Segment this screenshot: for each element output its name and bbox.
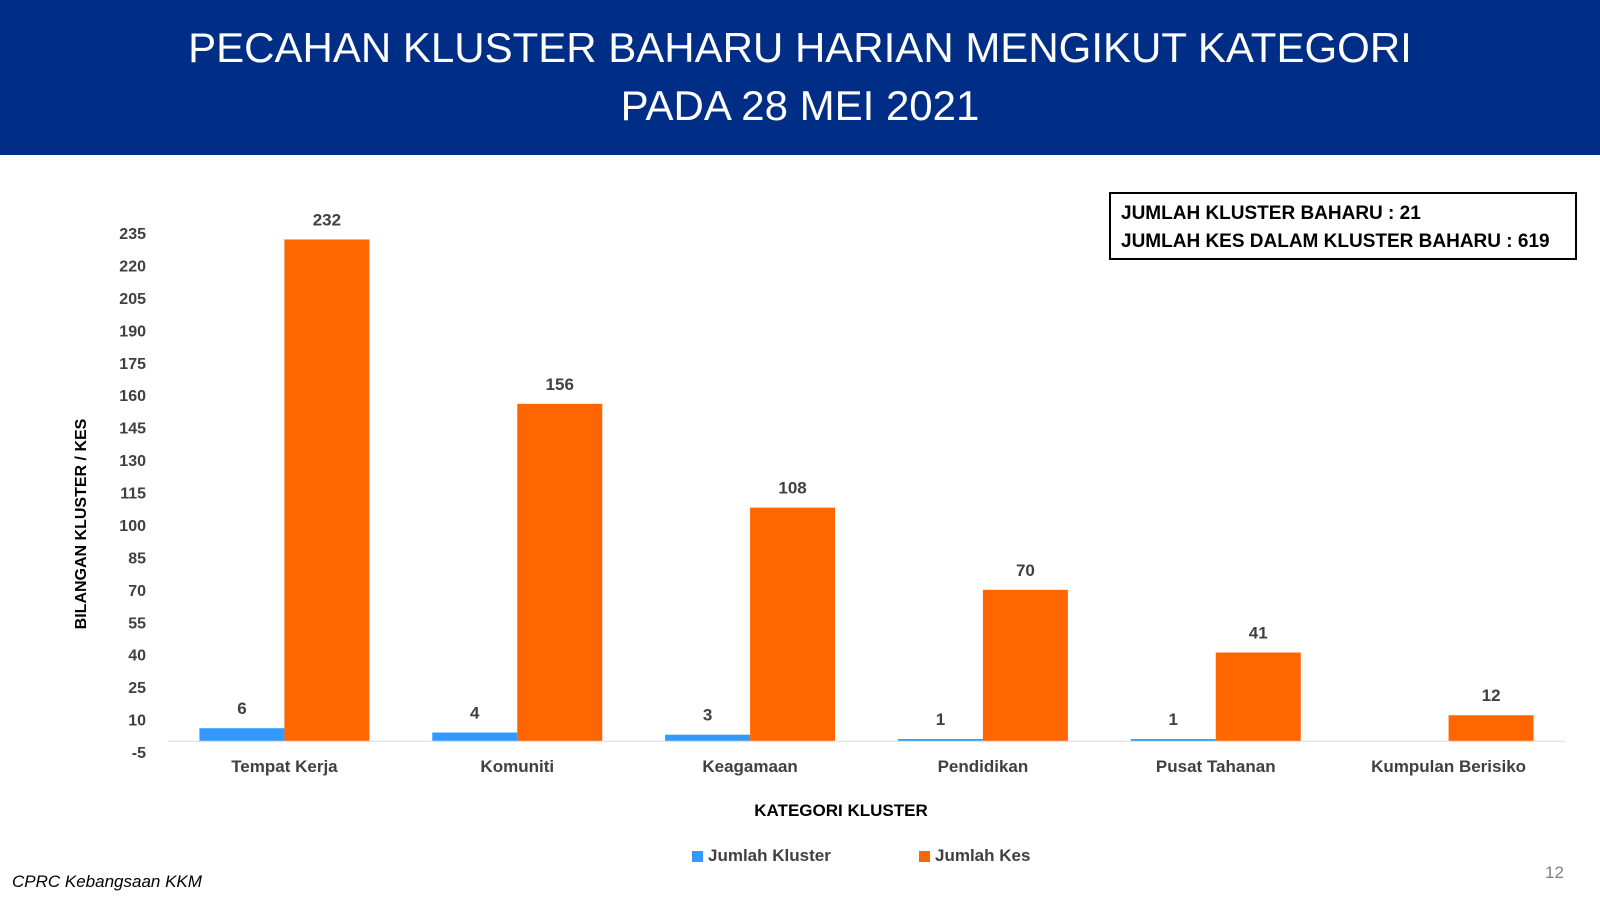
bar-jumlah-kes bbox=[1215, 652, 1301, 742]
bar-jumlah-kes bbox=[982, 589, 1068, 742]
y-tick-label: 220 bbox=[119, 258, 146, 275]
bar-jumlah-kes bbox=[517, 403, 603, 742]
chart-bars bbox=[199, 239, 1534, 742]
y-tick-label: 100 bbox=[119, 518, 146, 535]
bar-data-label: 108 bbox=[778, 479, 806, 498]
bar-jumlah-kluster bbox=[897, 739, 983, 742]
y-tick-label: -5 bbox=[132, 745, 146, 762]
legend-label-kes: Jumlah Kes bbox=[935, 846, 1031, 865]
y-axis-title: BILANGAN KLUSTER / KES bbox=[73, 418, 90, 629]
x-tick-label: Tempat Kerja bbox=[231, 757, 338, 776]
legend-swatch-kluster bbox=[692, 850, 703, 862]
bar-jumlah-kes bbox=[750, 507, 836, 742]
bar-jumlah-kluster bbox=[199, 728, 285, 742]
summary-box: JUMLAH KLUSTER BAHARU : 21 JUMLAH KES DA… bbox=[1109, 192, 1577, 260]
x-tick-label: Komuniti bbox=[480, 757, 554, 776]
legend-swatch-kes bbox=[919, 850, 930, 862]
bar-data-label: 232 bbox=[313, 210, 341, 229]
data-labels: 6 232 4 156 3 108 1 70 1 41 12 bbox=[237, 210, 1500, 729]
y-tick-label: 145 bbox=[119, 421, 146, 438]
y-tick-label: 235 bbox=[119, 226, 146, 243]
x-tick-label: Keagamaan bbox=[702, 757, 797, 776]
x-axis: Tempat Kerja Komuniti Keagamaan Pendidikan P… bbox=[231, 757, 1526, 776]
y-tick-label: 160 bbox=[119, 388, 146, 405]
y-axis: -5 10 25 40 55 70 85 100 115 130 145 160 175 190 205 22… bbox=[119, 226, 146, 762]
y-tick-label: 175 bbox=[119, 356, 146, 373]
bar-data-label: 3 bbox=[703, 706, 712, 725]
bar-data-label: 1 bbox=[936, 710, 945, 729]
bar-jumlah-kes bbox=[1448, 715, 1534, 742]
summary-total-clusters: JUMLAH KLUSTER BAHARU : 21 bbox=[1121, 203, 1421, 224]
y-tick-label: 190 bbox=[119, 323, 146, 340]
y-tick-label: 10 bbox=[128, 713, 146, 730]
legend-item-jumlah-kes: Jumlah Kes bbox=[919, 846, 1030, 866]
x-tick-label: Pendidikan bbox=[938, 757, 1029, 776]
legend-item-jumlah-kluster: Jumlah Kluster bbox=[692, 846, 831, 866]
bar-data-label: 70 bbox=[1016, 561, 1035, 580]
bar-jumlah-kluster bbox=[432, 732, 518, 742]
y-tick-label: 25 bbox=[128, 680, 146, 697]
bar-data-label: 4 bbox=[470, 704, 480, 723]
title-banner: PECAHAN KLUSTER BAHARU HARIAN MENGIKUT K… bbox=[0, 0, 1600, 155]
x-tick-label: Pusat Tahanan bbox=[1156, 757, 1276, 776]
legend-label-kluster: Jumlah Kluster bbox=[708, 846, 831, 865]
bar-data-label: 41 bbox=[1249, 624, 1268, 643]
page-title: PECAHAN KLUSTER BAHARU HARIAN MENGIKUT K… bbox=[188, 24, 1412, 71]
source-credit: CPRC Kebangsaan KKM bbox=[12, 872, 202, 891]
y-tick-label: 130 bbox=[119, 453, 146, 470]
x-tick-label: Kumpulan Berisiko bbox=[1371, 757, 1526, 776]
y-tick-label: 55 bbox=[128, 615, 146, 632]
page-subtitle: PADA 28 MEI 2021 bbox=[620, 82, 980, 129]
y-tick-label: 205 bbox=[119, 291, 146, 308]
bar-data-label: 1 bbox=[1169, 710, 1178, 729]
bar-jumlah-kluster bbox=[1130, 739, 1216, 742]
page-number: 12 bbox=[1545, 863, 1564, 882]
y-tick-label: 70 bbox=[128, 583, 146, 600]
y-tick-label: 115 bbox=[120, 486, 146, 503]
bar-jumlah-kluster bbox=[665, 734, 751, 742]
bar-data-label: 6 bbox=[237, 699, 246, 718]
summary-total-cases: JUMLAH KES DALAM KLUSTER BAHARU : 619 bbox=[1121, 231, 1550, 252]
bar-jumlah-kes bbox=[284, 239, 370, 742]
y-tick-label: 85 bbox=[128, 550, 146, 567]
x-axis-title: KATEGORI KLUSTER bbox=[754, 801, 927, 820]
bar-data-label: 156 bbox=[546, 375, 574, 394]
bar-data-label: 12 bbox=[1482, 686, 1501, 705]
y-tick-label: 40 bbox=[128, 648, 146, 665]
